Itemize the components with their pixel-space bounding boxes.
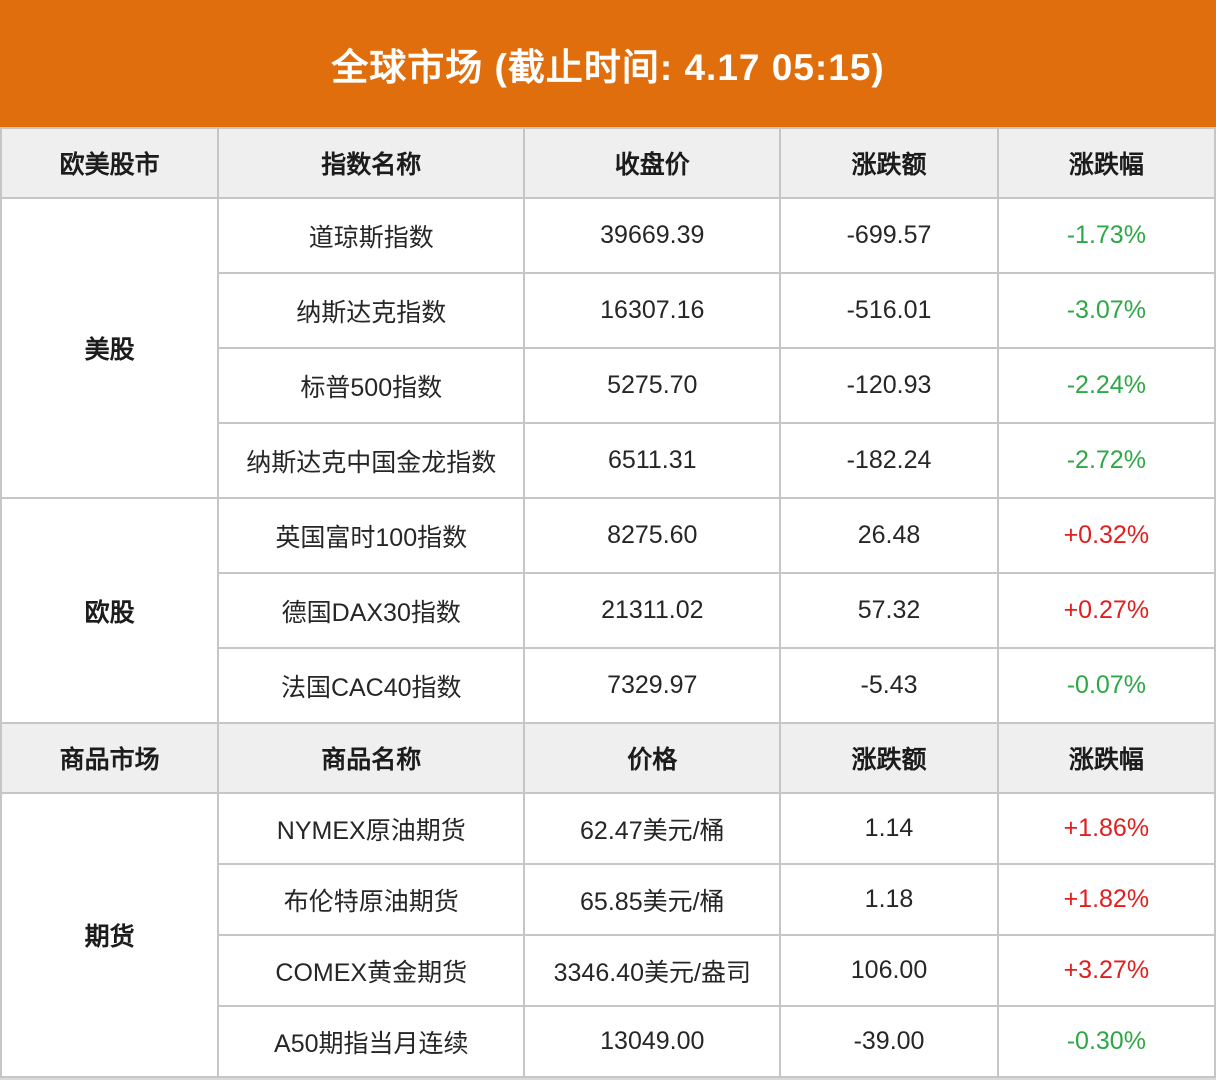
- pct-cell: -0.30%: [996, 1005, 1216, 1078]
- name-cell: 纳斯达克中国金龙指数: [217, 422, 526, 499]
- name-cell: COMEX黄金期货: [217, 934, 526, 1007]
- change-cell: 106.00: [779, 934, 999, 1007]
- col-header: 收盘价: [523, 127, 782, 199]
- pct-cell: +0.27%: [996, 572, 1216, 649]
- col-header: 指数名称: [217, 127, 526, 199]
- table-row: 期货 NYMEX原油期货 62.47美元/桶 1.14 +1.86%: [0, 792, 1216, 1078]
- pct-cell: -2.72%: [996, 422, 1216, 499]
- change-cell: -516.01: [779, 272, 999, 349]
- pct-cell: -1.73%: [996, 197, 1216, 274]
- change-cell: 1.18: [779, 863, 999, 936]
- price-cell: 8275.60: [523, 497, 782, 574]
- price-cell: 65.85美元/桶: [523, 863, 782, 936]
- change-cell: -39.00: [779, 1005, 999, 1078]
- pct-cell: +0.32%: [996, 497, 1216, 574]
- category-cell: 欧股: [0, 497, 220, 724]
- price-cell: 5275.70: [523, 347, 782, 424]
- name-cell: 英国富时100指数: [217, 497, 526, 574]
- price-cell: 62.47美元/桶: [523, 792, 782, 865]
- market-table: 欧美股市 指数名称 收盘价 涨跌额 涨跌幅 美股 道琼斯指数 39669.39 -699.57-…: [0, 127, 1216, 1078]
- pct-cell: +3.27%: [996, 934, 1216, 1007]
- table-header-row: 商品市场 商品名称 价格 涨跌额 涨跌幅: [0, 722, 1216, 794]
- col-header: 涨跌幅: [996, 722, 1216, 794]
- change-cell: -120.93: [779, 347, 999, 424]
- pct-cell: -2.24%: [996, 347, 1216, 424]
- name-cell: NYMEX原油期货: [217, 792, 526, 865]
- name-cell: 德国DAX30指数: [217, 572, 526, 649]
- col-header-category: 欧美股市: [0, 127, 220, 199]
- table-row: A50期指当月连续 13049.00 -39.00 -0.30%: [1, 1005, 1216, 1078]
- category-cell: 美股: [0, 197, 220, 499]
- table-row: 美股 道琼斯指数 39669.39 -699.57 -1.73%: [0, 197, 1216, 499]
- price-cell: 7329.97: [523, 647, 782, 724]
- table-header-row: 欧美股市 指数名称 收盘价 涨跌额 涨跌幅: [0, 127, 1216, 199]
- pct-cell: -3.07%: [996, 272, 1216, 349]
- page-title: 全球市场 (截止时间: 4.17 05:15): [331, 46, 885, 88]
- table-row: 布伦特原油期货 65.85美元/桶 1.18 +1.82%: [1, 863, 1216, 936]
- pct-cell: +1.86%: [996, 792, 1216, 865]
- change-cell: -5.43: [779, 647, 999, 724]
- change-cell: 26.48: [779, 497, 999, 574]
- col-header: 商品名称: [217, 722, 526, 794]
- table-row: 欧股 英国富时100指数 8275.60 26.48 +0.32%: [0, 497, 1216, 724]
- col-header: 涨跌额: [779, 722, 999, 794]
- table-row: 德国DAX30指数 21311.02 57.32 +0.27%: [1, 572, 1216, 649]
- name-cell: 布伦特原油期货: [217, 863, 526, 936]
- change-cell: 1.14: [779, 792, 999, 865]
- table-row: COMEX黄金期货 3346.40美元/盎司 106.00 +3.27%: [1, 934, 1216, 1007]
- table-row: 标普500指数 5275.70 -120.93 -2.24%: [1, 347, 1216, 424]
- title-banner: 全球市场 (截止时间: 4.17 05:15): [0, 0, 1216, 127]
- col-header: 涨跌幅: [996, 127, 1216, 199]
- price-cell: 39669.39: [523, 197, 782, 274]
- pct-cell: +1.82%: [996, 863, 1216, 936]
- category-cell: 期货: [0, 792, 220, 1078]
- col-header: 涨跌额: [779, 127, 999, 199]
- footer-strip: [0, 1078, 1216, 1080]
- name-cell: 法国CAC40指数: [217, 647, 526, 724]
- name-cell: 标普500指数: [217, 347, 526, 424]
- pct-cell: -0.07%: [996, 647, 1216, 724]
- price-cell: 21311.02: [523, 572, 782, 649]
- table-row: 法国CAC40指数 7329.97 -5.43 -0.07%: [1, 647, 1216, 724]
- change-cell: -699.57: [779, 197, 999, 274]
- change-cell: 57.32: [779, 572, 999, 649]
- price-cell: 13049.00: [523, 1005, 782, 1078]
- name-cell: A50期指当月连续: [217, 1005, 526, 1078]
- name-cell: 道琼斯指数: [217, 197, 526, 274]
- table-row: 纳斯达克指数 16307.16 -516.01 -3.07%: [1, 272, 1216, 349]
- price-cell: 3346.40美元/盎司: [523, 934, 782, 1007]
- price-cell: 16307.16: [523, 272, 782, 349]
- price-cell: 6511.31: [523, 422, 782, 499]
- change-cell: -182.24: [779, 422, 999, 499]
- col-header-category: 商品市场: [0, 722, 220, 794]
- name-cell: 纳斯达克指数: [217, 272, 526, 349]
- table-row: 纳斯达克中国金龙指数 6511.31 -182.24 -2.72%: [1, 422, 1216, 499]
- col-header: 价格: [523, 722, 782, 794]
